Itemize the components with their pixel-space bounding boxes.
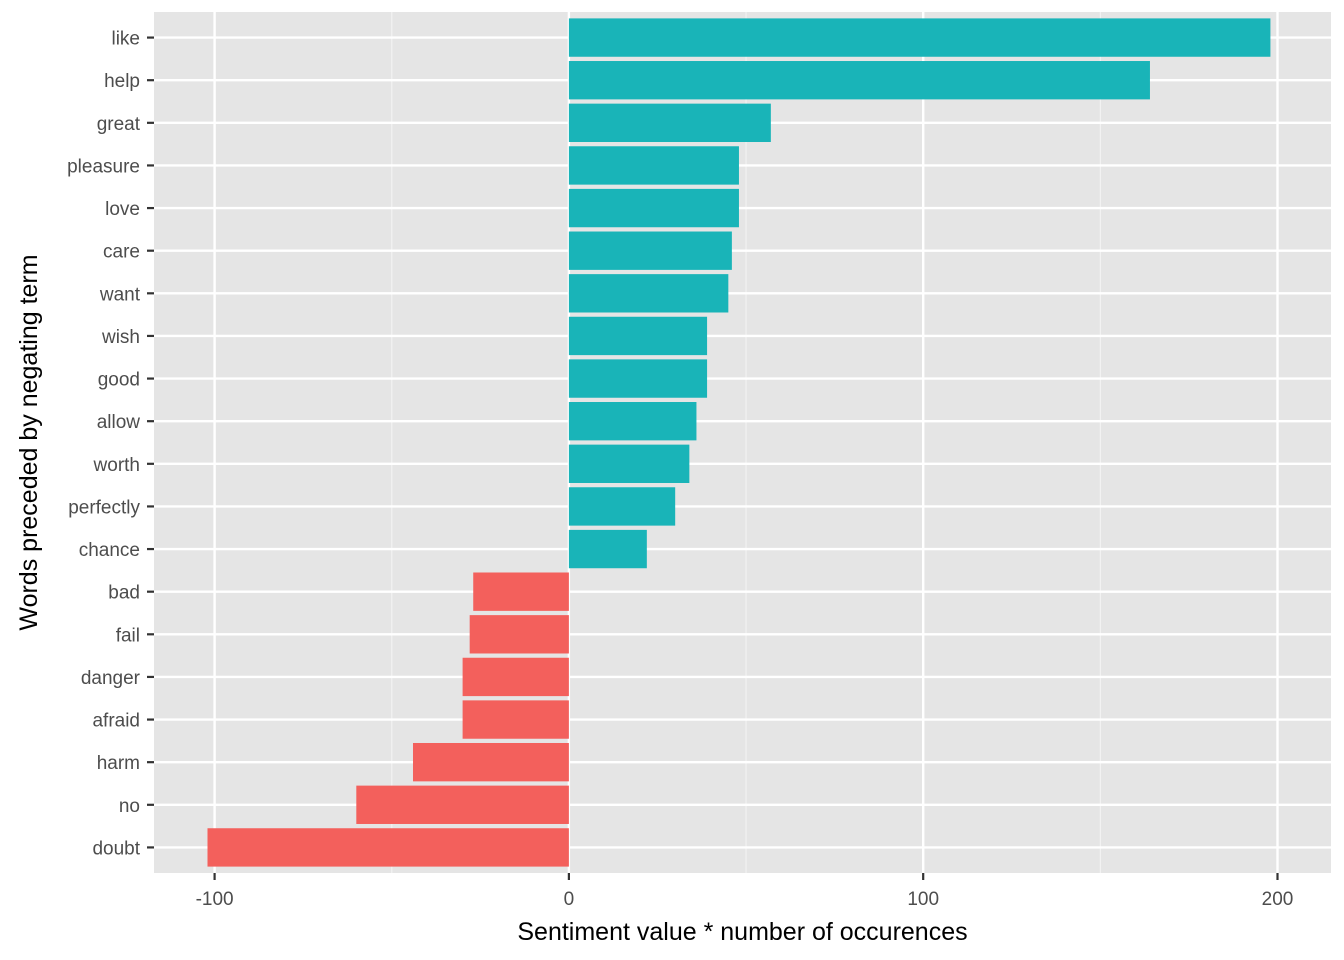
y-tick-label: pleasure (67, 156, 140, 177)
y-tick-label: wish (101, 327, 140, 348)
y-tick-label: good (98, 370, 140, 391)
bar-bad (473, 572, 569, 611)
y-tick-label: like (111, 29, 140, 50)
y-tick-label: no (119, 796, 140, 817)
bar-care (568, 231, 732, 270)
y-tick-label: love (105, 199, 140, 220)
bar-perfectly (568, 487, 676, 526)
y-tick-label: great (97, 114, 141, 135)
bar-allow (568, 402, 697, 441)
x-tick-label: 0 (564, 889, 575, 910)
bar-help (568, 61, 1150, 100)
y-tick-label: fail (116, 625, 140, 646)
y-tick-label: care (103, 242, 140, 263)
bars (207, 18, 1271, 867)
bar-doubt (207, 828, 569, 867)
bar-afraid (462, 700, 569, 739)
y-tick-label: allow (97, 412, 141, 433)
y-tick-label: perfectly (68, 497, 140, 518)
x-axis-title: Sentiment value * number of occurences (517, 918, 967, 946)
axes: like help great pleasure love care want wish goo… (67, 29, 1293, 910)
bar-like (568, 18, 1271, 57)
x-tick-label: 100 (907, 889, 939, 910)
bar-want (568, 274, 729, 313)
y-tick-label: want (99, 284, 141, 305)
bar-harm (412, 742, 569, 782)
bar-fail (469, 615, 569, 654)
bar-wish (568, 316, 708, 356)
bar-worth (568, 444, 690, 483)
y-tick-label: help (104, 71, 140, 92)
y-tick-label: chance (79, 540, 140, 561)
y-tick-label: danger (81, 668, 141, 689)
bar-danger (462, 657, 569, 697)
y-tick-label: harm (97, 753, 140, 774)
bar-good (568, 359, 708, 398)
bar-no (356, 785, 569, 824)
y-axis-title: Words preceded by negating term (15, 254, 43, 630)
y-tick-label: afraid (92, 711, 140, 732)
x-tick-label: -100 (196, 889, 234, 910)
y-tick-label: bad (108, 583, 140, 604)
x-tick-label: 200 (1262, 889, 1294, 910)
y-tick-label: worth (93, 455, 140, 476)
bar-love (568, 188, 739, 228)
plot-panel (154, 12, 1331, 873)
bar-great (568, 103, 771, 143)
bar-pleasure (568, 146, 739, 185)
y-tick-label: doubt (92, 838, 140, 859)
bar-chance (568, 529, 647, 569)
